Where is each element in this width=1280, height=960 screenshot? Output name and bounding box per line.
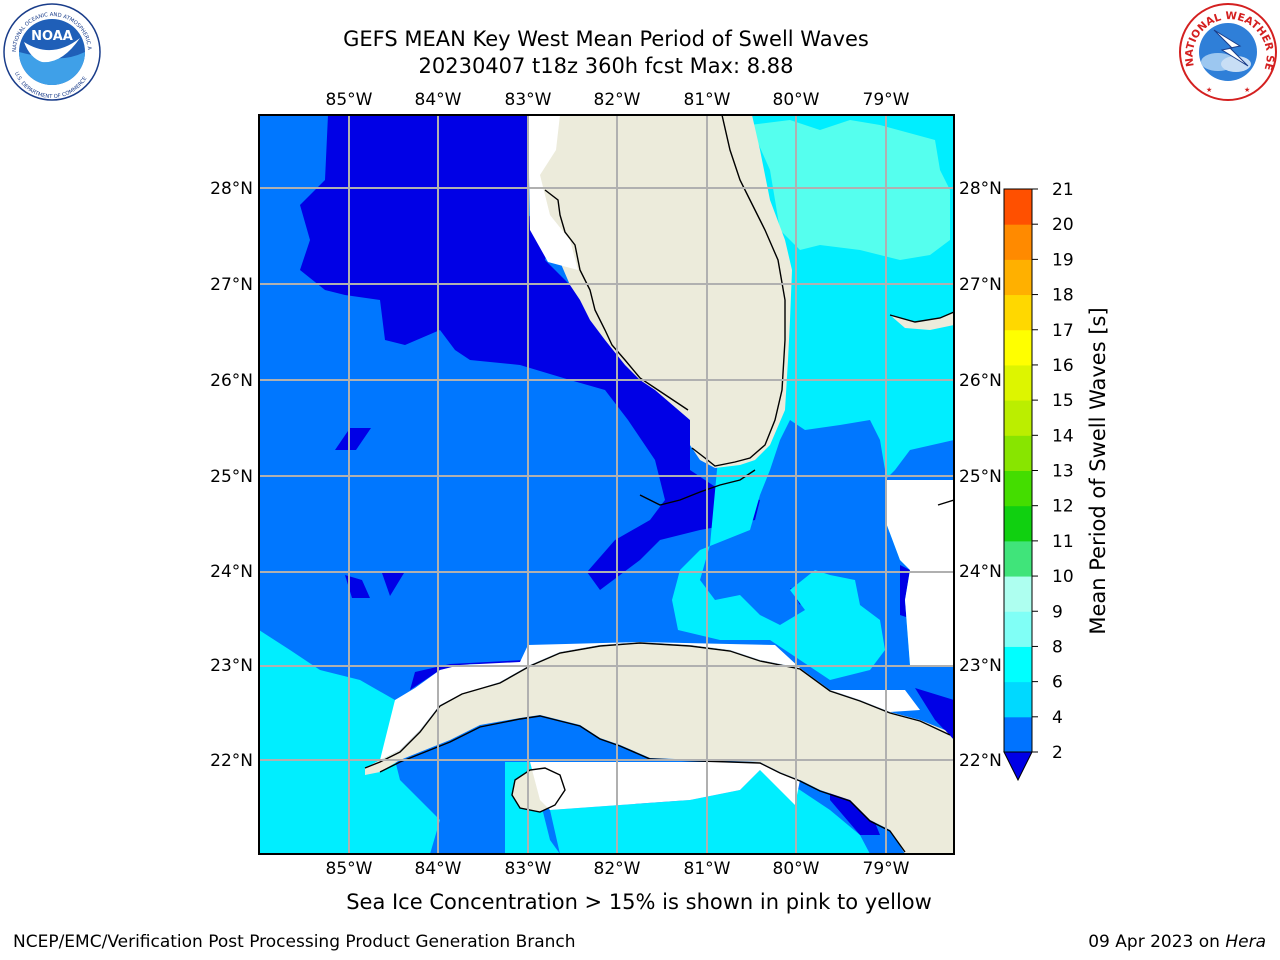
colorbar-segment: [1004, 646, 1032, 683]
pale-swell-region: [750, 120, 950, 260]
lon-label-bottom: 81°W: [684, 859, 731, 879]
map-panel: [259, 115, 954, 854]
colorbar-tick-label: 17: [1052, 321, 1074, 341]
chart-title: GEFS MEAN Key West Mean Period of Swell …: [256, 26, 956, 80]
colorbar-segment: [1004, 681, 1032, 718]
colorbar-tick-label: 8: [1052, 637, 1063, 657]
sea-ice-note-text: Sea Ice Concentration > 15% is shown in …: [346, 890, 932, 914]
gridlines: [259, 115, 954, 854]
credit-right: 09 Apr 2023 on Hera: [1088, 932, 1266, 952]
lon-label-bottom: 80°W: [773, 859, 820, 879]
colorbar-segment: [1004, 540, 1032, 577]
lon-label-bottom: 82°W: [594, 859, 641, 879]
title-line-2: 20230407 t18z 360h fcst Max: 8.88: [418, 54, 794, 78]
lat-labels-left: 28°N 27°N 26°N 25°N 24°N 23°N 22°N: [210, 179, 253, 771]
svg-text:★: ★: [1244, 86, 1250, 94]
colorbar-tick-label: 10: [1052, 567, 1074, 587]
colorbar-segment: [1004, 611, 1032, 647]
lat-label-right: 23°N: [959, 656, 1002, 676]
lat-label-right: 24°N: [959, 562, 1002, 582]
colorbar-tick-label: 15: [1052, 391, 1074, 411]
lon-label-bottom: 83°W: [505, 859, 552, 879]
colorbar-tick-label: 18: [1052, 286, 1074, 306]
lon-label-bottom: 79°W: [863, 859, 910, 879]
colorbar-tick-label: 21: [1052, 180, 1074, 200]
colorbar-tick-label: 20: [1052, 215, 1074, 235]
lat-label-left: 25°N: [210, 467, 253, 487]
lat-label-left: 22°N: [210, 751, 253, 771]
colorbar-tick-label: 9: [1052, 602, 1063, 622]
colorbar-segment: [1004, 400, 1032, 436]
lat-label-right: 28°N: [959, 179, 1002, 199]
colorbar-tick-label: 13: [1052, 462, 1074, 482]
svg-text:★: ★: [1206, 86, 1212, 94]
colorbar-segment: [1004, 224, 1032, 260]
lat-label-left: 26°N: [210, 371, 253, 391]
colorbar-tick-label: 19: [1052, 250, 1074, 270]
lon-label-top: 80°W: [773, 90, 820, 110]
colorbar-tick-label: 6: [1052, 673, 1063, 693]
colorbar-tick-label: 16: [1052, 356, 1074, 376]
lon-label-bottom: 85°W: [326, 859, 373, 879]
colorbar: 2 4 6 8 9 10 11 12 13 14 15 16 17 18 19 20 21: [1003, 180, 1074, 782]
map-frame: [258, 114, 955, 855]
lon-label-top: 83°W: [505, 90, 552, 110]
lat-label-left: 28°N: [210, 179, 253, 199]
colorbar-tick-label: 4: [1052, 708, 1063, 728]
lon-label-top: 85°W: [326, 90, 373, 110]
lon-label-top: 82°W: [594, 90, 641, 110]
colorbar-extend-arrow: [1003, 751, 1033, 782]
lat-label-left: 27°N: [210, 275, 253, 295]
lon-label-bottom: 84°W: [415, 859, 462, 879]
colorbar-tick-label: 12: [1052, 497, 1074, 517]
credit-date: 09 Apr 2023 on: [1088, 932, 1220, 952]
colorbar-segment: [1004, 470, 1032, 507]
colorbar-segment: [1004, 576, 1032, 612]
title-line-1: GEFS MEAN Key West Mean Period of Swell …: [343, 27, 869, 51]
lon-labels-bottom: 85°W 84°W 83°W 82°W 81°W 80°W 79°W: [326, 859, 910, 879]
lat-label-right: 22°N: [959, 751, 1002, 771]
colorbar-tick-label: 2: [1052, 743, 1063, 763]
colorbar-segment: [1004, 294, 1032, 331]
nws-logo: NATIONAL WEATHER SERVICE ★ ★: [1178, 2, 1277, 101]
credit-left: NCEP/EMC/Verification Post Processing Pr…: [13, 932, 576, 952]
colorbar-tick-label: 11: [1052, 532, 1074, 552]
colorbar-segment: [1004, 364, 1032, 401]
lat-labels-right: 28°N 27°N 26°N 25°N 24°N 23°N 22°N: [959, 179, 1002, 771]
colorbar-segment: [1004, 329, 1032, 366]
sea-ice-note: Sea Ice Concentration > 15% is shown in …: [0, 890, 1280, 914]
credit-host: Hera: [1225, 932, 1266, 952]
colorbar-segment: [1004, 189, 1032, 225]
colorbar-segment: [1004, 435, 1032, 471]
colorbar-segment: [1004, 716, 1032, 753]
colorbar-segment: [1004, 505, 1032, 542]
lon-label-top: 79°W: [863, 90, 910, 110]
coastlines: [364, 115, 954, 853]
lat-label-right: 25°N: [959, 467, 1002, 487]
cuba: [365, 642, 954, 854]
colorbar-segment: [1004, 259, 1032, 296]
noaa-logo-text: NOAA: [31, 29, 73, 44]
lat-label-left: 23°N: [210, 656, 253, 676]
colorbar-tick-label: 14: [1052, 426, 1074, 446]
lon-label-top: 84°W: [415, 90, 462, 110]
lat-label-right: 27°N: [959, 275, 1002, 295]
colorbar-label: Mean Period of Swell Waves [s]: [1086, 307, 1110, 634]
noaa-logo: NATIONAL OCEANIC AND ATMOSPHERIC ADMINIS…: [2, 2, 101, 101]
lon-label-top: 81°W: [684, 90, 731, 110]
lat-label-right: 26°N: [959, 371, 1002, 391]
lon-labels-top: 85°W 84°W 83°W 82°W 81°W 80°W 79°W: [326, 90, 910, 110]
lat-label-left: 24°N: [210, 562, 253, 582]
